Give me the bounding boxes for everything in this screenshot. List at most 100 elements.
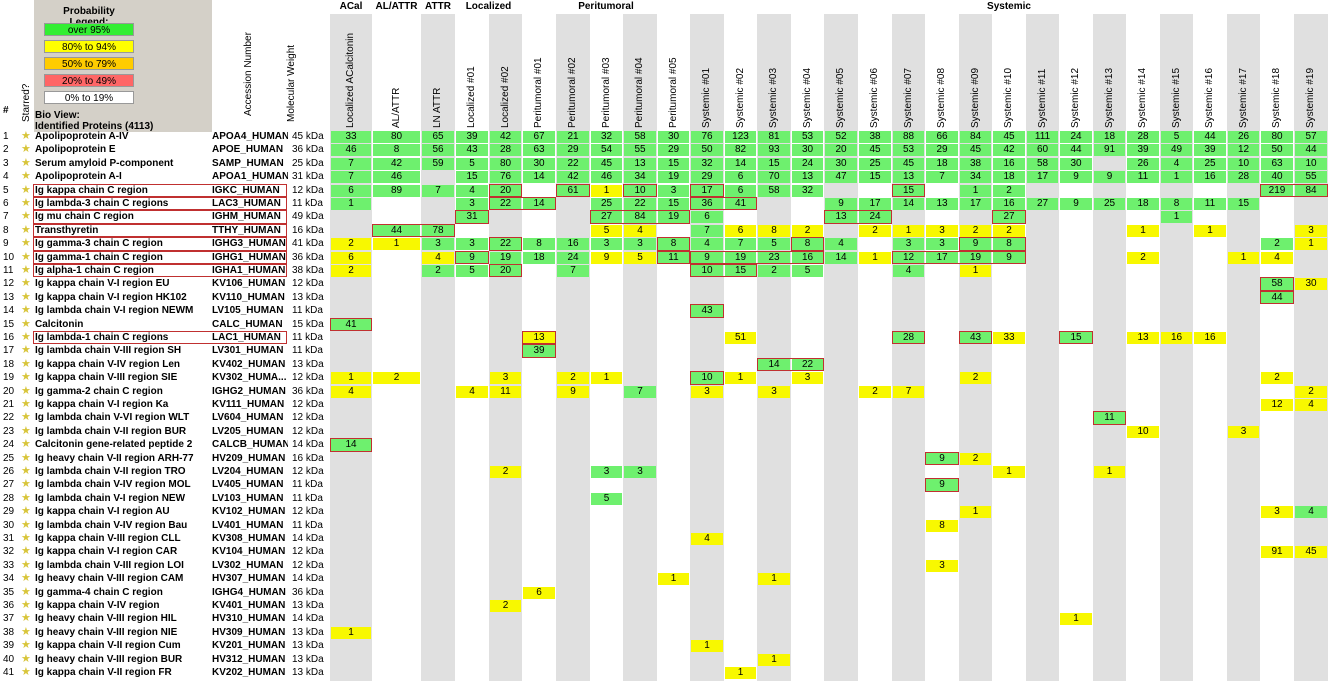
spectrum-count-cell[interactable]: 1 (1161, 211, 1192, 224)
spectrum-count-cell[interactable]: 1 (859, 251, 891, 264)
column-header[interactable]: AL/ATTR (390, 87, 402, 128)
spectrum-count-cell[interactable]: 36 (691, 198, 723, 210)
spectrum-count-cell[interactable]: 17 (926, 251, 958, 264)
protein-name[interactable]: Ig lambda chain V-III region SH (35, 345, 182, 357)
spectrum-count-cell[interactable]: 24 (859, 211, 891, 224)
spectrum-count-cell[interactable]: 13 (792, 171, 823, 184)
column-header[interactable]: Systemic #05 (835, 67, 846, 128)
star-icon[interactable]: ★ (21, 156, 31, 169)
spectrum-count-cell[interactable]: 45 (960, 144, 991, 157)
protein-name[interactable]: Serum amyloid P-component (35, 157, 174, 169)
spectrum-count-cell[interactable]: 5 (591, 492, 622, 505)
spectrum-count-cell[interactable]: 2 (1127, 251, 1159, 264)
spectrum-count-cell[interactable]: 51 (725, 332, 756, 344)
spectrum-count-cell[interactable]: 2 (960, 452, 991, 465)
star-icon[interactable]: ★ (21, 331, 31, 343)
spectrum-count-cell[interactable]: 61 (557, 184, 589, 197)
spectrum-count-cell[interactable]: 1 (758, 573, 790, 586)
spectrum-count-cell[interactable]: 42 (557, 171, 589, 184)
spectrum-count-cell[interactable]: 45 (993, 131, 1025, 143)
spectrum-count-cell[interactable]: 50 (1261, 144, 1293, 157)
spectrum-count-cell[interactable]: 9 (926, 452, 958, 465)
spectrum-count-cell[interactable]: 76 (691, 131, 723, 143)
spectrum-count-cell[interactable]: 40 (1261, 171, 1293, 184)
spectrum-count-cell[interactable]: 8 (758, 224, 790, 237)
spectrum-count-cell[interactable]: 5 (624, 251, 656, 264)
column-header[interactable]: Peritumoral #02 (567, 57, 578, 128)
spectrum-count-cell[interactable]: 20 (825, 144, 857, 157)
star-icon[interactable]: ★ (21, 666, 31, 678)
spectrum-count-cell[interactable]: 10 (1228, 157, 1259, 170)
spectrum-count-cell[interactable]: 8 (523, 238, 555, 251)
spectrum-count-cell[interactable]: 2 (373, 372, 420, 385)
spectrum-count-cell[interactable]: 44 (373, 224, 420, 237)
spectrum-count-cell[interactable]: 25 (1094, 198, 1125, 210)
spectrum-count-cell[interactable]: 3 (926, 559, 958, 572)
spectrum-count-cell[interactable]: 3 (691, 385, 723, 398)
spectrum-count-cell[interactable]: 111 (1027, 131, 1058, 143)
spectrum-count-cell[interactable]: 88 (893, 131, 924, 143)
column-header[interactable]: Peritumoral #01 (533, 57, 544, 128)
spectrum-count-cell[interactable]: 78 (422, 224, 454, 237)
star-icon[interactable]: ★ (21, 451, 31, 464)
spectrum-count-cell[interactable]: 28 (893, 332, 924, 344)
spectrum-count-cell[interactable]: 15 (758, 157, 790, 170)
spectrum-count-cell[interactable]: 25 (1194, 157, 1226, 170)
spectrum-count-cell[interactable]: 30 (792, 144, 823, 157)
protein-name[interactable]: Ig kappa chain V-I region HK102 (35, 291, 187, 303)
spectrum-count-cell[interactable]: 5 (456, 265, 488, 277)
row-number-header[interactable]: # (3, 105, 9, 116)
spectrum-count-cell[interactable]: 1 (725, 372, 756, 385)
protein-name[interactable]: Ig heavy chain V-III region CAM (35, 573, 184, 585)
spectrum-count-cell[interactable]: 2 (422, 265, 454, 277)
spectrum-count-cell[interactable]: 22 (490, 198, 521, 210)
spectrum-count-cell[interactable]: 2 (1261, 372, 1293, 385)
column-header[interactable]: Localized #01 (466, 66, 477, 128)
spectrum-count-cell[interactable]: 6 (523, 586, 555, 599)
spectrum-count-cell[interactable]: 8 (658, 238, 689, 251)
column-header[interactable]: Peritumoral #05 (667, 57, 679, 128)
spectrum-count-cell[interactable]: 29 (926, 144, 958, 157)
star-icon[interactable]: ★ (21, 398, 31, 410)
spectrum-count-cell[interactable]: 123 (725, 131, 756, 143)
protein-name[interactable]: Ig lambda chain V-IV region Bau (35, 519, 188, 531)
spectrum-count-cell[interactable]: 30 (1060, 157, 1092, 170)
spectrum-count-cell[interactable]: 2 (993, 224, 1025, 237)
spectrum-count-cell[interactable]: 44 (1295, 144, 1327, 157)
protein-name[interactable]: Ig lambda chain V-II region TRO (35, 466, 186, 477)
column-header[interactable]: Systemic #09 (969, 67, 981, 128)
spectrum-count-cell[interactable]: 32 (591, 131, 622, 143)
spectrum-count-cell[interactable]: 28 (1228, 171, 1259, 184)
star-icon[interactable]: ★ (21, 264, 31, 276)
spectrum-count-cell[interactable]: 3 (1261, 506, 1293, 519)
spectrum-count-cell[interactable]: 1 (373, 238, 420, 251)
spectrum-count-cell[interactable]: 42 (373, 157, 420, 170)
star-icon[interactable]: ★ (21, 424, 31, 437)
spectrum-count-cell[interactable]: 52 (825, 131, 857, 143)
spectrum-count-cell[interactable]: 14 (893, 198, 924, 210)
protein-name[interactable]: Ig lambda chain V-I region NEWM (35, 305, 194, 317)
spectrum-count-cell[interactable]: 1 (893, 224, 924, 237)
spectrum-count-cell[interactable]: 11 (1127, 171, 1159, 184)
column-header[interactable]: Systemic #15 (1170, 67, 1182, 128)
spectrum-count-cell[interactable]: 6 (331, 184, 371, 197)
spectrum-count-cell[interactable]: 1 (1060, 613, 1092, 626)
group-header[interactable]: Peritumoral (578, 1, 634, 12)
spectrum-count-cell[interactable]: 9 (1060, 171, 1092, 184)
protein-name[interactable]: Ig heavy chain V-III region HIL (35, 613, 177, 625)
spectrum-count-cell[interactable]: 22 (557, 157, 589, 170)
star-icon[interactable]: ★ (21, 491, 31, 504)
spectrum-count-cell[interactable]: 1 (591, 184, 622, 197)
spectrum-count-cell[interactable]: 55 (1295, 171, 1327, 184)
spectrum-count-cell[interactable]: 5 (591, 224, 622, 237)
protein-name[interactable]: Ig kappa chain V-IV region (35, 600, 160, 611)
spectrum-count-cell[interactable]: 84 (624, 211, 656, 224)
spectrum-count-cell[interactable]: 53 (792, 131, 823, 143)
protein-name[interactable]: Ig lambda chain V-IV region MOL (35, 479, 191, 491)
spectrum-count-cell[interactable]: 3 (422, 238, 454, 251)
star-icon[interactable]: ★ (21, 210, 31, 223)
spectrum-count-cell[interactable]: 15 (658, 198, 689, 210)
spectrum-count-cell[interactable]: 19 (960, 251, 991, 264)
protein-name[interactable]: Calcitonin (35, 318, 84, 330)
spectrum-count-cell[interactable]: 21 (557, 131, 589, 143)
